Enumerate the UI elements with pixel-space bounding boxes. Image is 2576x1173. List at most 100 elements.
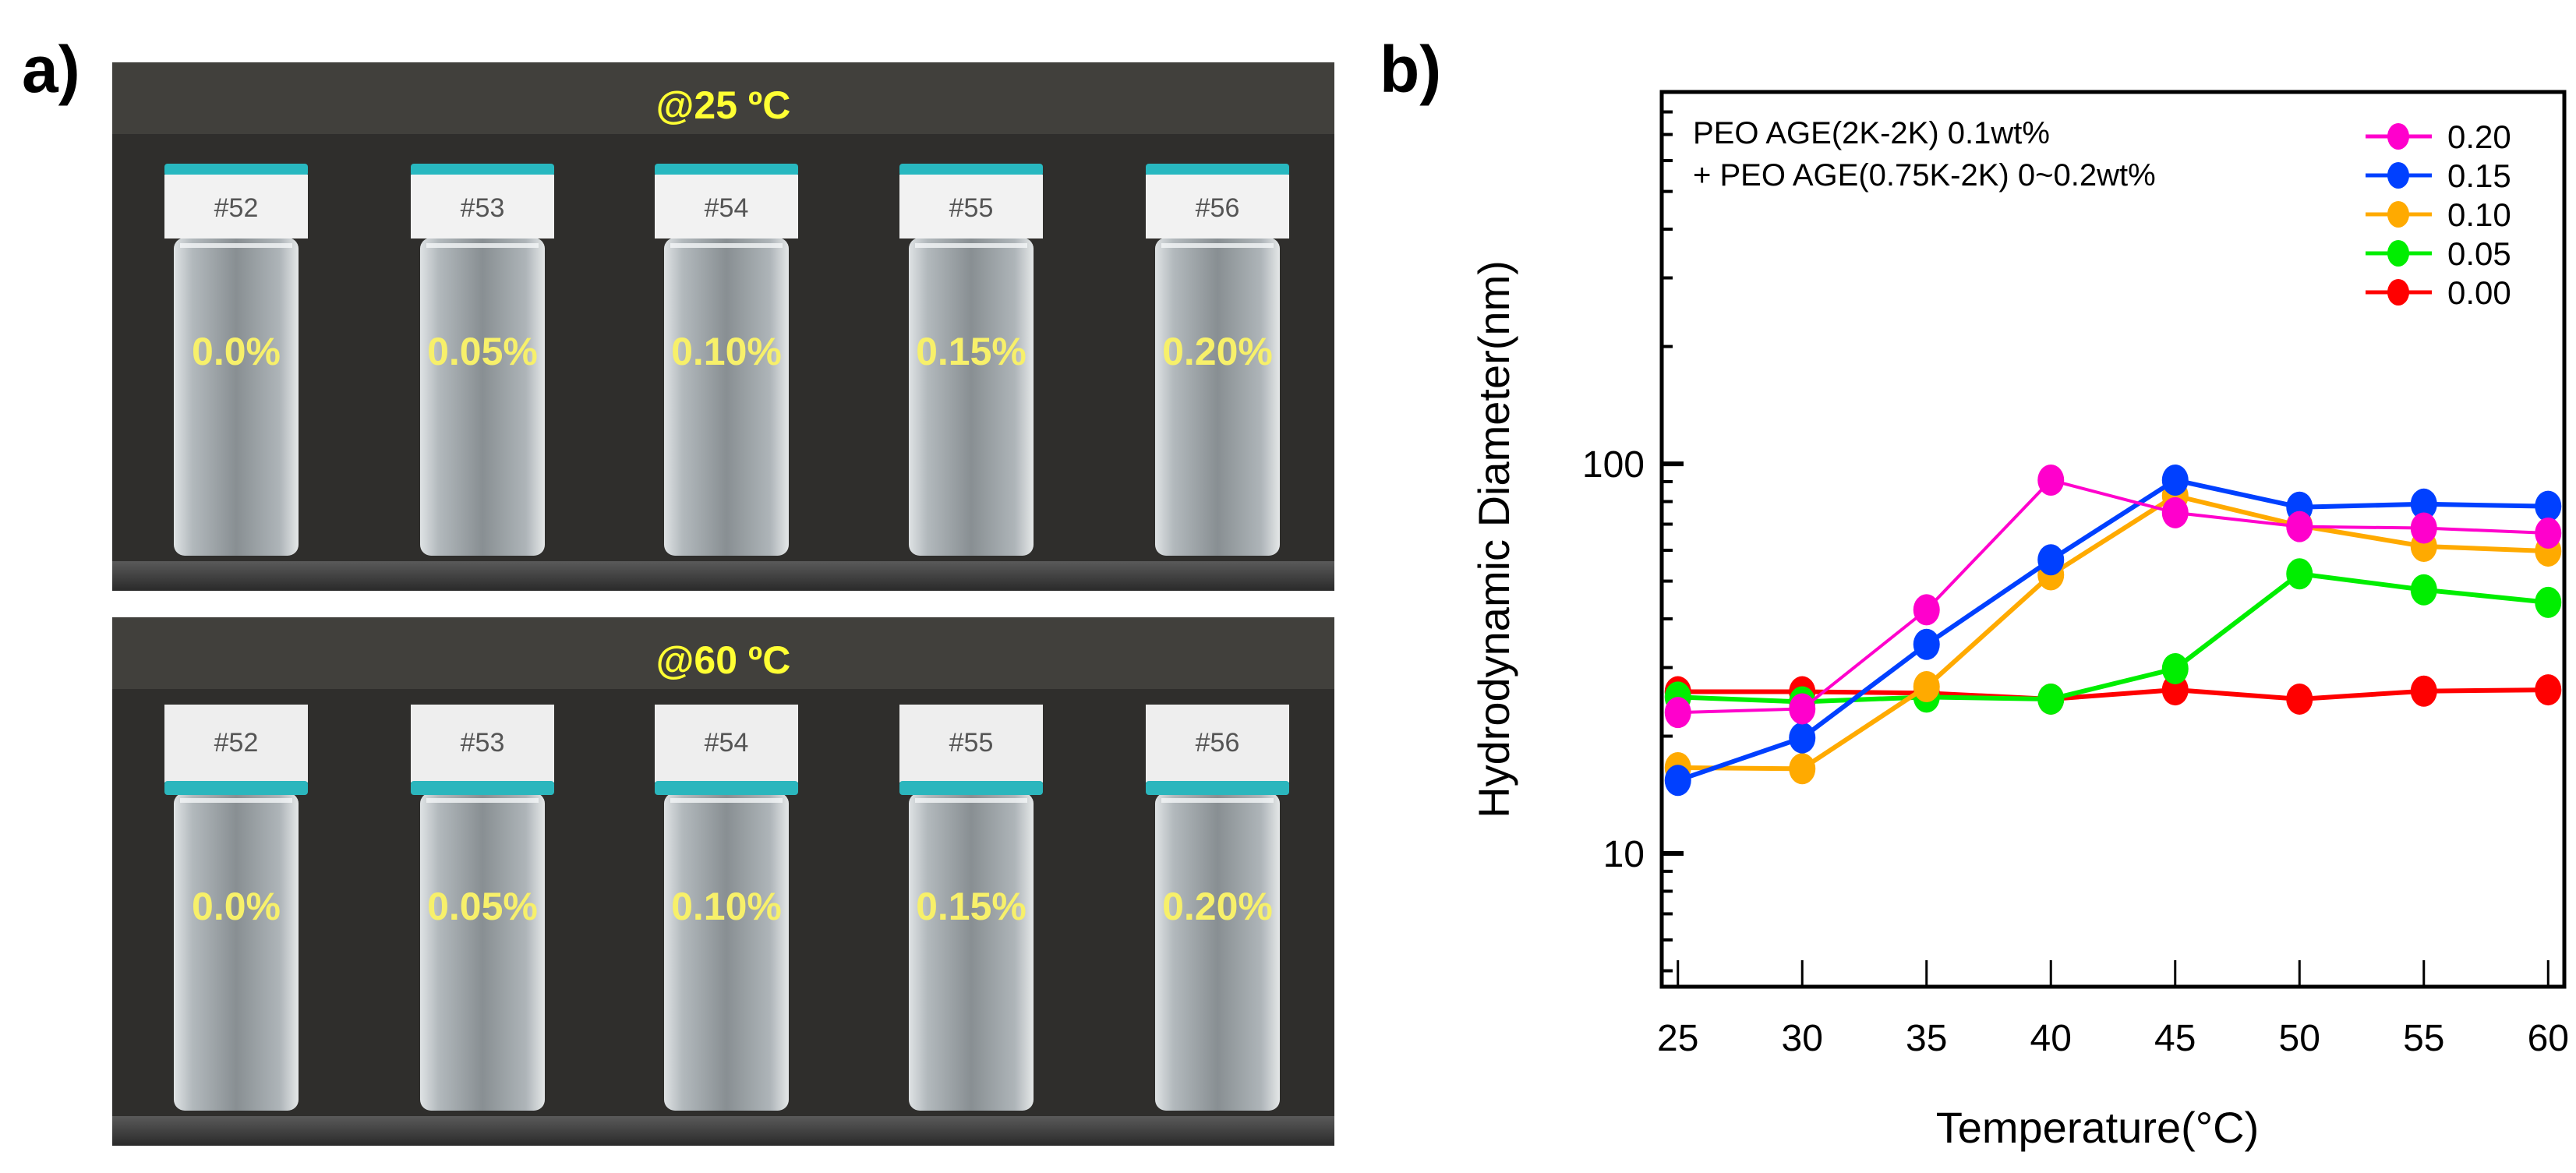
vial-id: #53 (461, 728, 505, 758)
vial: #53 0.05% (411, 164, 554, 556)
data-point (2410, 512, 2437, 544)
cap-rim (411, 164, 554, 176)
cap-label (1146, 705, 1289, 783)
concentration-label: 0.20% (1162, 885, 1273, 928)
concentration-label: 0.15% (916, 330, 1027, 373)
legend-label: 0.15 (2447, 157, 2511, 194)
cap-rim (1146, 164, 1289, 176)
x-tick-label: 35 (1906, 1018, 1947, 1059)
cap-label (655, 705, 798, 783)
data-point (2161, 465, 2189, 496)
series-0.20 (1664, 465, 2562, 729)
legend-label: 0.10 (2447, 196, 2511, 233)
data-point (1789, 722, 1816, 754)
x-tick-label: 50 (2279, 1018, 2320, 1059)
data-point (2161, 652, 2189, 684)
line-chart: 10 100 25 30 35 40 45 50 55 60 Temperature(°C) Hydr… (1469, 90, 2569, 1152)
liquid-meniscus (426, 798, 539, 803)
cap-rim (655, 164, 798, 176)
concentration-label: 0.05% (427, 330, 538, 373)
x-tick-label: 60 (2528, 1018, 2569, 1059)
data-point (2535, 586, 2562, 618)
legend-label: 0.05 (2447, 235, 2511, 272)
y-tick-label: 100 (1582, 444, 1645, 486)
liquid-meniscus (1161, 243, 1274, 248)
cap-label (655, 175, 798, 238)
vial: #56 0.20% (1146, 705, 1289, 1111)
data-point (1789, 753, 1816, 785)
photo-floor (112, 561, 1334, 591)
panel-a-label: a) (22, 33, 80, 106)
cap-rim (899, 164, 1043, 176)
data-point (2410, 675, 2437, 707)
cap-label (164, 705, 308, 783)
x-tick-label: 30 (1782, 1018, 1823, 1059)
liquid-meniscus (180, 798, 292, 803)
concentration-label: 0.0% (192, 885, 281, 928)
legend-item: 0.00 (2366, 274, 2511, 311)
legend-item: 0.15 (2366, 157, 2511, 194)
vial-body (664, 793, 789, 1111)
data-point (1664, 765, 1691, 797)
vial: #54 0.10% (655, 164, 798, 556)
vial: #52 0.0% (164, 705, 308, 1111)
y-axis-label: Hydrodynamic Diameter(nm) (1469, 260, 1518, 818)
data-point (2037, 544, 2065, 576)
temperature-header: @25 ºC (656, 83, 791, 127)
cap-label (899, 705, 1043, 783)
vial-id: #52 (214, 193, 259, 223)
cap-rim (655, 781, 798, 795)
liquid-meniscus (915, 243, 1027, 248)
data-point (2037, 683, 2065, 715)
legend-item: 0.05 (2366, 235, 2511, 272)
liquid-meniscus (1161, 798, 1274, 803)
data-point (1789, 693, 1816, 725)
legend-marker (2387, 201, 2409, 228)
data-point (2410, 574, 2437, 606)
legend-label: 0.20 (2447, 118, 2511, 155)
vial-id: #54 (705, 728, 749, 758)
temperature-header: @60 ºC (656, 638, 791, 682)
vial-body (909, 238, 1034, 556)
vial-photos: @25 ºC #52 0.0% #53 0.05% #54 0.10% #55 0.15% #56… (112, 62, 1334, 1146)
x-axis-label: Temperature(°C) (1936, 1103, 2260, 1152)
vial: #55 0.15% (899, 705, 1043, 1111)
cap-rim (899, 781, 1043, 795)
legend: 0.200.150.100.050.00 (2366, 118, 2511, 311)
cap-rim (1146, 781, 1289, 795)
cap-label (411, 175, 554, 238)
vial-body (909, 793, 1034, 1111)
concentration-label: 0.0% (192, 330, 281, 373)
data-point (2037, 465, 2065, 496)
data-point (2535, 490, 2562, 522)
liquid-meniscus (670, 798, 783, 803)
data-point (2286, 558, 2313, 590)
legend-marker (2387, 123, 2409, 150)
cap-label (1146, 175, 1289, 238)
data-point (1913, 670, 1940, 702)
vial-id: #55 (949, 193, 994, 223)
data-point (1913, 628, 1940, 660)
plot-frame (1659, 90, 2567, 989)
annotation-line: PEO AGE(2K-2K) 0.1wt% (1693, 116, 2050, 150)
vial-body (174, 793, 299, 1111)
concentration-label: 0.10% (671, 330, 782, 373)
photo-0: @25 ºC #52 0.0% #53 0.05% #54 0.10% #55 0.15% #56… (112, 62, 1334, 591)
vial: #54 0.10% (655, 705, 798, 1111)
cap-label (164, 175, 308, 238)
x-tick-label: 40 (2030, 1018, 2072, 1059)
legend-marker (2387, 162, 2409, 189)
vial-id: #55 (949, 728, 994, 758)
legend-item: 0.10 (2366, 196, 2511, 233)
liquid-meniscus (426, 243, 539, 248)
photo-1: @60 ºC #52 0.0% #53 0.05% #54 0.10% #55 0.15% #56… (112, 617, 1334, 1146)
vial-id: #53 (461, 193, 505, 223)
data-point (2286, 683, 2313, 715)
cap-rim (164, 164, 308, 176)
vial-id: #54 (705, 193, 749, 223)
data-point (2410, 488, 2437, 520)
vial-body (664, 238, 789, 556)
vial-body (420, 238, 545, 556)
vial-id: #56 (1196, 193, 1240, 223)
vial-id: #56 (1196, 728, 1240, 758)
